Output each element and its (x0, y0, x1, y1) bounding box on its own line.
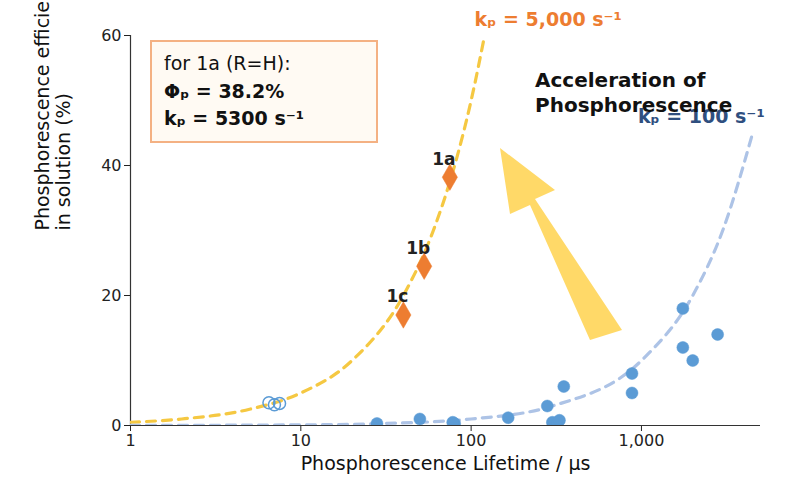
svg-text:1: 1 (125, 431, 135, 450)
svg-text:10: 10 (291, 431, 311, 450)
svg-text:1,000: 1,000 (619, 431, 665, 450)
svg-text:kₚ = 5,000 s⁻¹: kₚ = 5,000 s⁻¹ (475, 8, 622, 30)
svg-text:1c: 1c (386, 286, 408, 306)
svg-text:20: 20 (101, 286, 121, 305)
html-text:kₚ = 5300 s⁻¹: kₚ = 5300 s⁻¹ (164, 107, 304, 130)
svg-text:40: 40 (101, 156, 121, 175)
svg-text:1a: 1a (432, 149, 455, 169)
html-text:for 1a (R=H):: for 1a (R=H): (164, 52, 291, 74)
html-text:Φₚ = 38.2%: Φₚ = 38.2% (164, 79, 285, 102)
svg-text:0: 0 (111, 416, 121, 435)
svg-text:Phosphorescence Lifetime / μs: Phosphorescence Lifetime / μs (301, 452, 591, 474)
svg-text:100: 100 (456, 431, 487, 450)
html-text:Acceleration of Phosphorescenc: Acceleration of Phosphorescence (535, 68, 733, 117)
svg-text:Phosphorescence efficiencyin s: Phosphorescence efficiencyin solution (%… (31, 0, 75, 231)
svg-text:60: 60 (101, 26, 121, 45)
svg-text:1b: 1b (406, 238, 430, 258)
